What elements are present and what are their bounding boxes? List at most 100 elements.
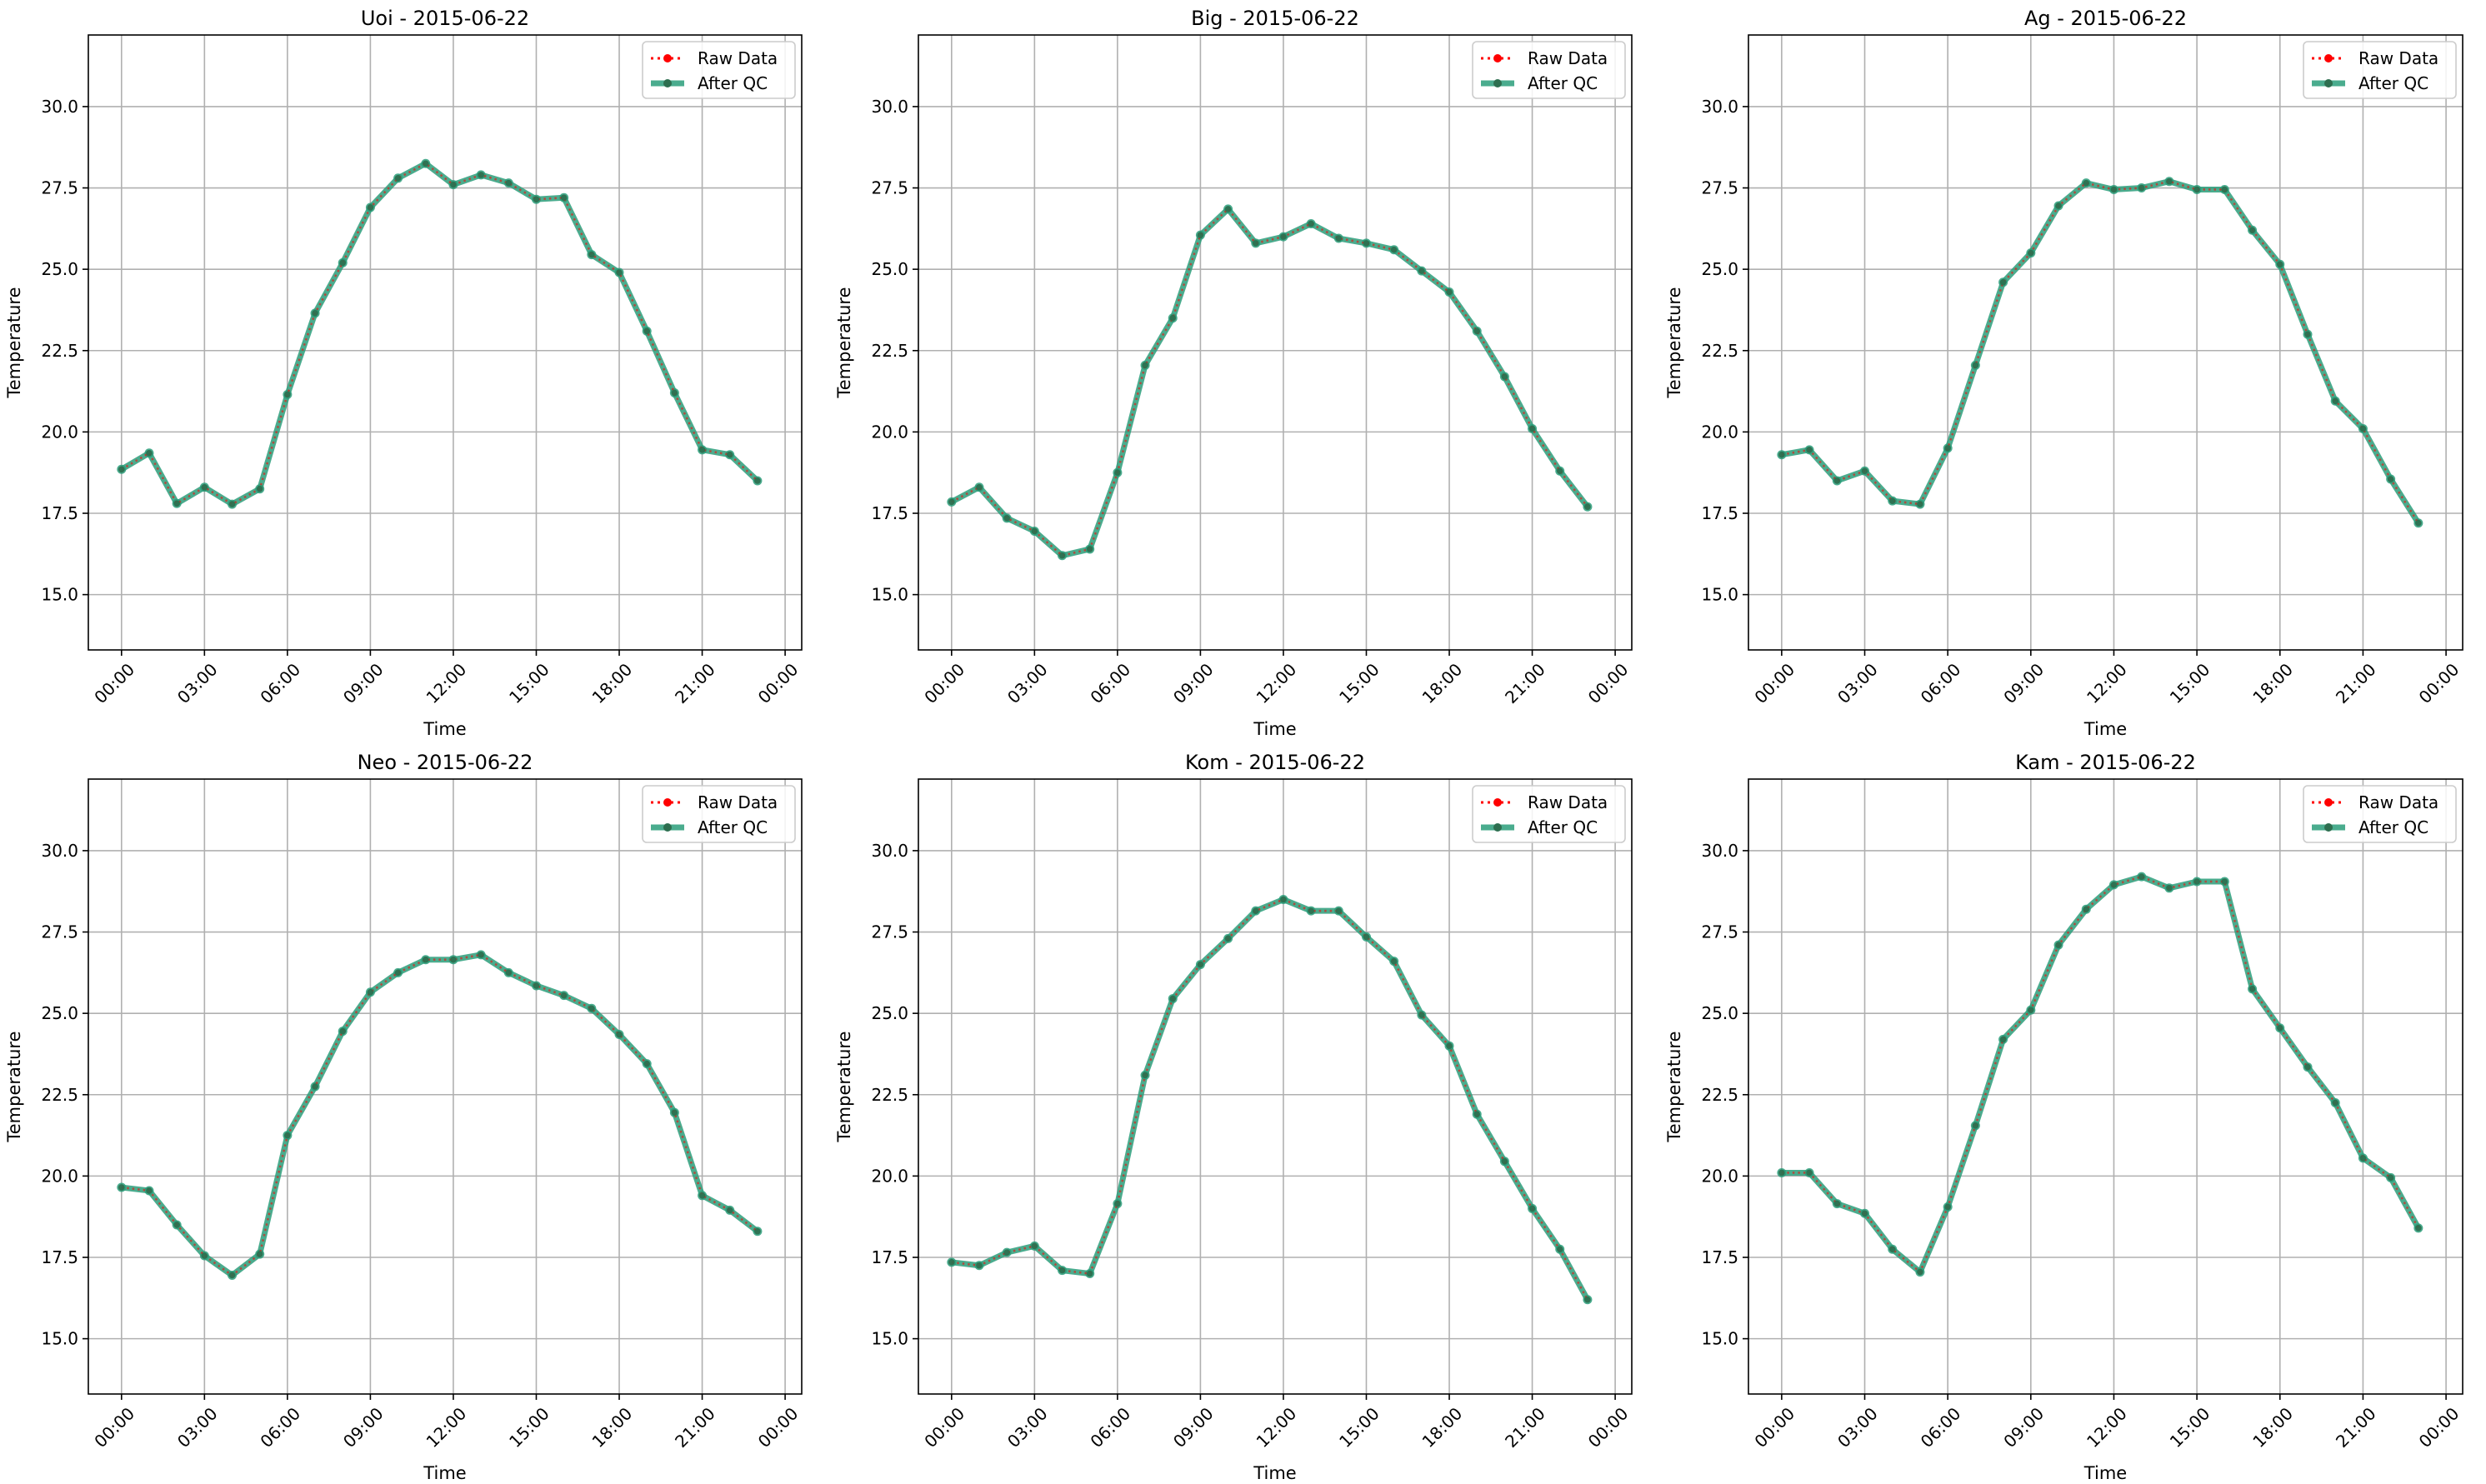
x-tick-label: 00:00 [1584, 1403, 1633, 1452]
raw-data-point [1584, 503, 1591, 510]
x-tick-label: 21:00 [671, 659, 719, 707]
raw-data-point [2138, 184, 2145, 192]
raw-data-point [560, 194, 568, 202]
raw-data-point [2359, 1155, 2367, 1162]
y-tick-label: 20.0 [41, 1166, 78, 1186]
raw-data-point [1999, 1036, 2007, 1043]
legend-raw-data-label: Raw Data [2358, 792, 2438, 812]
y-axis-label: Temperature [4, 287, 24, 398]
raw-data-point [1528, 1205, 1536, 1212]
legend-after-qc-label: After QC [2358, 73, 2428, 93]
x-tick-label: 06:00 [1086, 659, 1134, 707]
y-tick-label: 30.0 [1701, 97, 1738, 117]
x-tick-label: 12:00 [423, 1403, 471, 1452]
raw-data-point [2055, 942, 2062, 948]
raw-data-point [643, 1060, 651, 1067]
y-tick-label: 25.0 [1701, 1003, 1738, 1023]
raw-data-point [2248, 227, 2256, 234]
legend-after-qc-label: After QC [1528, 73, 1598, 93]
raw-data-point [146, 449, 153, 457]
raw-data-point [698, 447, 706, 453]
x-tick-label: 06:00 [1917, 659, 1965, 707]
x-tick-label: 12:00 [2083, 1403, 2131, 1452]
subplot-4: 00:00 03:00 06:00 09:00 12:00 15:00 18:00 21:00… [834, 751, 1633, 1483]
series-line-raw-data [121, 953, 758, 1277]
raw-data-point [2193, 878, 2200, 885]
subplot-0: 00:00 03:00 06:00 09:00 12:00 15:00 18:00 21:00… [4, 7, 803, 739]
subplot-5: 00:00 03:00 06:00 09:00 12:00 15:00 18:00 21:00… [1664, 751, 2463, 1483]
legend-raw-data-marker [1493, 798, 1502, 807]
raw-data-point [339, 259, 347, 267]
legend-raw-data-marker [2324, 54, 2333, 62]
raw-data-point [2083, 179, 2090, 187]
raw-data-point [228, 1272, 236, 1279]
y-tick-label: 30.0 [871, 97, 908, 117]
series-line-after-qc [121, 952, 760, 1278]
y-tick-label: 17.5 [41, 503, 78, 523]
y-tick-label: 22.5 [41, 1085, 78, 1105]
y-tick-label: 25.0 [41, 1003, 78, 1023]
raw-data-point [1473, 327, 1481, 335]
y-tick-label: 15.0 [41, 1329, 78, 1349]
x-tick-label: 12:00 [423, 659, 471, 707]
y-tick-label: 22.5 [1701, 341, 1738, 361]
raw-data-point [2387, 1174, 2394, 1182]
y-tick-label: 27.5 [871, 178, 908, 198]
raw-data-point [1169, 995, 1177, 1002]
legend-after-qc-marker [663, 79, 672, 87]
y-tick-label: 22.5 [41, 341, 78, 361]
raw-data-point [1501, 373, 1508, 380]
x-tick-label: 15:00 [2166, 659, 2214, 707]
raw-data-point [312, 1083, 318, 1090]
raw-data-point [1003, 1249, 1010, 1256]
x-tick-label: 15:00 [505, 1403, 553, 1452]
axes-frame [918, 778, 1633, 1395]
raw-data-point [1280, 896, 1287, 903]
raw-data-point [1197, 232, 1204, 238]
y-tick-label: 17.5 [1701, 1247, 1738, 1267]
raw-data-point [478, 952, 484, 958]
y-tick-label: 20.0 [871, 1166, 908, 1186]
y-tick-label: 15.0 [1701, 585, 1738, 605]
series-line-raw-data [951, 898, 1589, 1301]
raw-data-point [2359, 425, 2367, 432]
raw-data-point [726, 1207, 733, 1214]
legend-after-qc-marker [2324, 79, 2333, 87]
legend-after-qc-marker [1493, 823, 1502, 832]
x-tick-label: 21:00 [1501, 659, 1549, 707]
raw-data-point [201, 483, 208, 491]
raw-data-point [1778, 1169, 1785, 1177]
raw-data-point [1888, 497, 1896, 504]
raw-data-point [1806, 447, 1813, 453]
raw-data-point [505, 179, 513, 187]
legend-raw-data-label: Raw Data [698, 48, 778, 68]
x-axis-label: Time [1253, 1463, 1296, 1483]
y-tick-label: 27.5 [41, 178, 78, 198]
x-axis-label: Time [423, 719, 466, 739]
x-tick-label: 12:00 [2083, 659, 2131, 707]
raw-data-point [2332, 397, 2339, 405]
legend-raw-data-marker [1493, 54, 1502, 62]
raw-data-point [1584, 1296, 1591, 1303]
series-line-after-qc [1781, 873, 2421, 1276]
raw-data-point [2193, 186, 2200, 193]
x-tick-label: 12:00 [1253, 659, 1301, 707]
raw-data-point [2166, 177, 2173, 185]
raw-data-point [1058, 1267, 1066, 1274]
raw-data-point [754, 1227, 761, 1235]
raw-data-point [2304, 331, 2311, 338]
y-tick-label: 20.0 [1701, 422, 1738, 442]
x-tick-label: 09:00 [1999, 659, 2048, 707]
legend-after-qc-marker [1493, 79, 1502, 87]
raw-data-point [2083, 906, 2090, 912]
x-tick-label: 00:00 [920, 659, 968, 707]
raw-data-point [394, 969, 402, 977]
subplot-title: Big - 2015-06-22 [1191, 7, 1359, 30]
raw-data-point [1003, 515, 1010, 522]
legend-raw-data-marker [663, 798, 672, 807]
subplot-1: 00:00 03:00 06:00 09:00 12:00 15:00 18:00 21:00… [834, 7, 1633, 739]
raw-data-point [2332, 1099, 2339, 1107]
x-tick-label: 06:00 [256, 659, 304, 707]
raw-data-point [312, 310, 318, 317]
raw-data-point [2276, 261, 2283, 268]
